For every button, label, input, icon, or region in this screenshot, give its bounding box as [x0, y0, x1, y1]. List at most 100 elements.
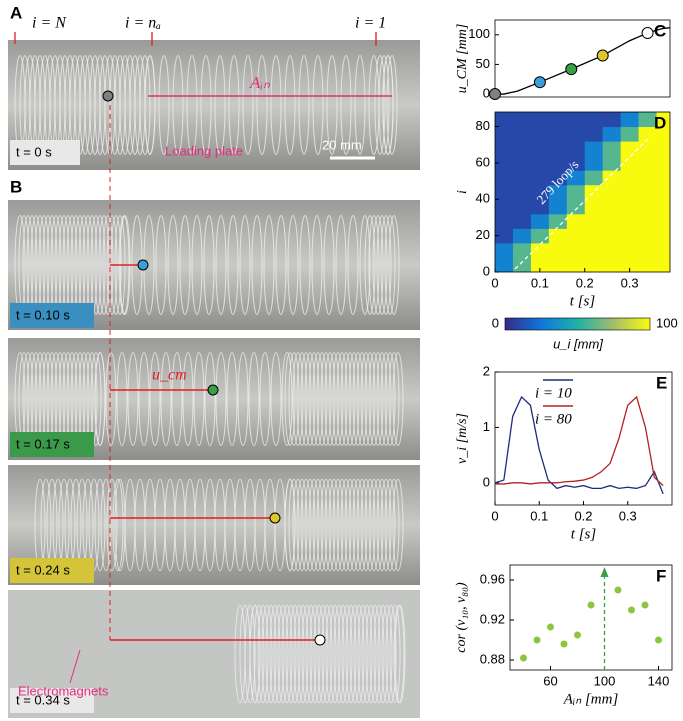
coil — [139, 55, 151, 155]
coil — [300, 478, 312, 572]
coil — [378, 55, 390, 155]
x-axis-label: t [s] — [570, 293, 596, 309]
coil — [345, 604, 357, 704]
heat-cell — [548, 184, 568, 200]
heat-cell — [566, 155, 586, 171]
heat-cell — [656, 126, 670, 142]
marker — [641, 27, 654, 40]
coil — [389, 604, 401, 704]
coil — [348, 478, 360, 572]
coil — [352, 352, 364, 446]
heat-cell — [584, 170, 604, 186]
heat-cell — [512, 112, 532, 128]
panel-label: D — [654, 113, 666, 132]
heat-cell — [656, 199, 670, 215]
heat-cell — [566, 112, 586, 128]
y-tick-label: 0 — [483, 263, 490, 278]
coil — [374, 55, 386, 155]
coil — [300, 352, 312, 446]
panel-label: A — [10, 3, 22, 22]
coil — [289, 604, 301, 704]
heat-cell — [530, 141, 550, 157]
plot-frame — [494, 111, 671, 273]
time-box — [10, 688, 94, 713]
heat-cell — [638, 112, 658, 113]
coil — [269, 604, 281, 704]
coil — [329, 604, 341, 704]
coil — [296, 352, 308, 446]
point — [520, 654, 527, 662]
heat-cell — [584, 112, 604, 113]
coil — [292, 478, 304, 572]
marker — [533, 76, 546, 89]
position-dot — [207, 384, 219, 396]
line — [495, 395, 664, 487]
heat-cell — [638, 126, 658, 142]
coil — [249, 604, 261, 704]
time-box — [10, 558, 94, 583]
coil — [287, 215, 299, 315]
y-tick-label: 2 — [483, 363, 490, 378]
heat-cell — [566, 170, 586, 186]
coil — [320, 352, 332, 446]
position-dot — [137, 259, 149, 271]
heat-cell — [530, 170, 550, 186]
heat-cell — [495, 155, 514, 171]
point — [533, 636, 541, 644]
coil — [356, 478, 368, 572]
coil — [332, 478, 344, 572]
panel-label: C — [654, 21, 666, 40]
coil — [301, 604, 313, 704]
coil — [299, 215, 311, 315]
coil — [259, 352, 271, 446]
coil — [324, 478, 336, 572]
x-tick-label: 140 — [648, 673, 670, 688]
heat-cell — [530, 199, 550, 215]
coil — [316, 478, 328, 572]
coil — [336, 352, 348, 446]
heat-cell — [566, 228, 586, 244]
coil — [384, 352, 396, 446]
coil — [256, 55, 268, 155]
coil — [227, 215, 239, 315]
coil — [288, 478, 300, 572]
heat-cell — [584, 257, 604, 272]
coil — [364, 478, 376, 572]
heat-cell — [530, 228, 550, 244]
coil — [261, 604, 273, 704]
heat-cell — [512, 242, 532, 258]
coil — [277, 604, 289, 704]
coil — [365, 604, 377, 704]
legend-label: i = 80 — [535, 411, 572, 427]
x-tick-label: 0.2 — [574, 508, 592, 523]
heat-cell — [656, 242, 670, 258]
heat-cell — [530, 257, 550, 272]
heat-cell — [548, 112, 568, 128]
position-dot — [102, 90, 114, 102]
coil — [182, 352, 194, 446]
coil — [94, 215, 106, 315]
coil — [285, 604, 297, 704]
coil — [369, 604, 381, 704]
heat-cell — [495, 170, 514, 186]
coil — [200, 55, 212, 155]
coil — [94, 478, 106, 572]
time-box — [10, 432, 94, 457]
heat-cell — [638, 228, 658, 244]
heat-cell — [512, 155, 532, 171]
pointer — [69, 649, 81, 684]
coil — [94, 352, 106, 446]
heat-cell — [495, 228, 514, 244]
ucm-label: u_cm — [152, 367, 187, 384]
point — [641, 601, 649, 609]
time-box — [10, 303, 94, 328]
coil — [263, 215, 275, 315]
heat-cell — [620, 257, 640, 272]
heat-cell — [566, 213, 586, 229]
label-i-1: i = 1 — [355, 15, 386, 32]
y-tick-label: 100 — [468, 26, 490, 41]
heat-cell — [602, 126, 622, 142]
coil — [312, 55, 324, 155]
x-tick-label: 0.1 — [531, 275, 549, 290]
coil — [90, 352, 102, 446]
